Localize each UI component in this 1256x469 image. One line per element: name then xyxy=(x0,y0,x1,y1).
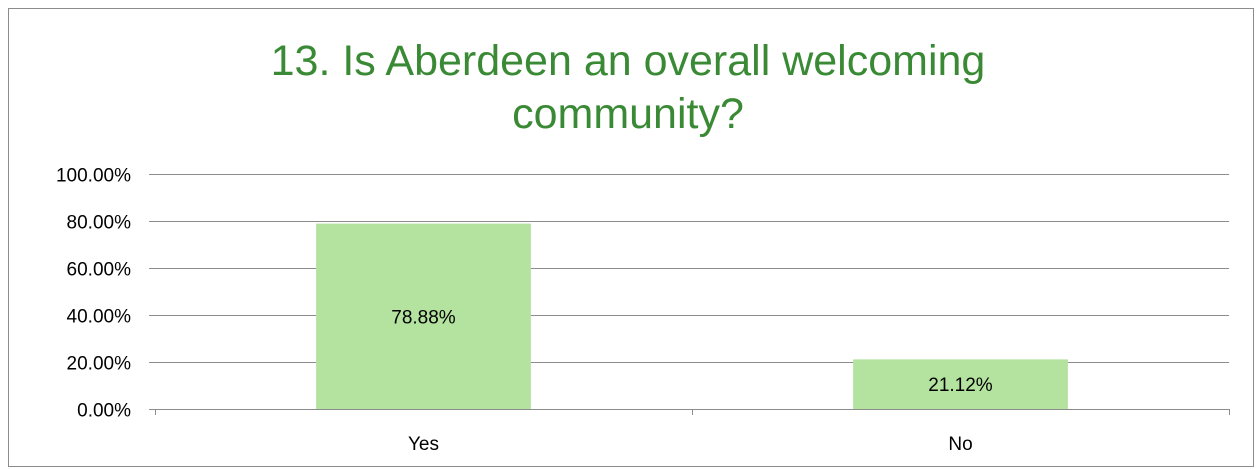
y-tick-label: 0.00% xyxy=(77,401,131,422)
chart-title-line-2: community? xyxy=(512,90,744,138)
chart-title: 13. Is Aberdeen an overall welcoming com… xyxy=(0,35,1256,141)
y-tick-label: 80.00% xyxy=(67,213,132,234)
y-tick-label: 20.00% xyxy=(67,354,132,375)
chart-title-line-1: 13. Is Aberdeen an overall welcoming xyxy=(270,37,986,85)
y-tick-label: 60.00% xyxy=(67,260,132,281)
x-tick-label-no: No xyxy=(948,434,972,455)
bar-no xyxy=(853,359,1068,409)
x-tick-label-yes: Yes xyxy=(408,434,439,455)
data-label-yes: 78.88% xyxy=(391,307,456,328)
bar-yes xyxy=(316,223,531,409)
data-label-no: 21.12% xyxy=(928,375,993,396)
y-tick-label: 40.00% xyxy=(67,307,132,328)
y-tick-label: 100.00% xyxy=(56,166,131,187)
